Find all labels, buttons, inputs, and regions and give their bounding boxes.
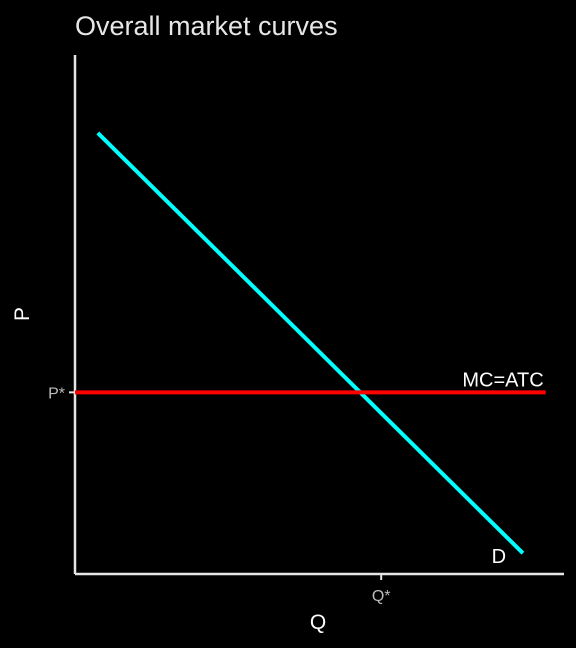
ticks-layer: Q* P*: [48, 385, 390, 605]
mc-atc-curve-label: MC=ATC: [462, 369, 543, 391]
x-tick-label: Q*: [372, 588, 391, 605]
x-axis-label: Q: [310, 611, 326, 634]
chart-title: Overall market curves: [75, 11, 338, 41]
y-axis-label: P: [11, 307, 34, 321]
series-labels-layer: D MC=ATC: [462, 369, 543, 568]
demand-curve-label: D: [492, 546, 506, 568]
series-layer: [75, 131, 546, 555]
demand-curve: [96, 131, 525, 555]
y-tick-label: P*: [48, 385, 65, 402]
